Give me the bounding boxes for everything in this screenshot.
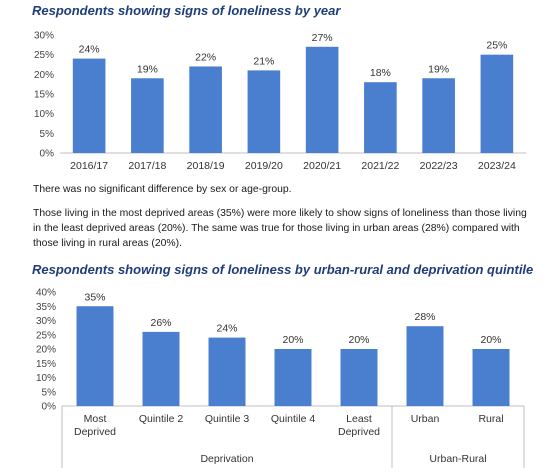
bar bbox=[480, 54, 514, 153]
y-tick-label: 25% bbox=[34, 50, 54, 61]
y-tick-label: 35% bbox=[36, 302, 56, 313]
category-label: 2020/21 bbox=[303, 160, 341, 172]
bar bbox=[422, 78, 455, 153]
y-tick-label: 10% bbox=[34, 109, 54, 120]
data-label: 19% bbox=[428, 63, 449, 75]
group-label: Urban-Rural bbox=[429, 453, 486, 465]
data-label: 26% bbox=[150, 317, 171, 329]
y-tick-label: 15% bbox=[34, 90, 54, 101]
bar bbox=[208, 337, 246, 406]
data-label: 20% bbox=[282, 334, 303, 346]
category-label: 2023/24 bbox=[478, 160, 516, 172]
category-label: Quintile 3 bbox=[205, 413, 250, 425]
data-label: 20% bbox=[480, 334, 501, 346]
bar bbox=[247, 70, 281, 153]
category-label: Urban bbox=[411, 413, 440, 425]
bar bbox=[406, 326, 444, 406]
category-label: 2018/19 bbox=[187, 160, 225, 172]
chart1-title: Respondents showing signs of loneliness … bbox=[32, 3, 341, 18]
y-tick-label: 5% bbox=[40, 129, 55, 140]
category-label: 2019/20 bbox=[245, 160, 283, 172]
y-tick-label: 40% bbox=[36, 288, 56, 299]
data-label: 19% bbox=[137, 63, 158, 75]
category-label: 2016/17 bbox=[70, 160, 108, 172]
chart2-title: Respondents showing signs of loneliness … bbox=[32, 262, 534, 277]
data-label: 35% bbox=[84, 291, 105, 303]
y-tick-label: 0% bbox=[42, 402, 57, 413]
category-label: Quintile 4 bbox=[271, 413, 316, 425]
data-label: 24% bbox=[79, 44, 100, 56]
y-tick-label: 0% bbox=[40, 149, 55, 160]
category-label: 2021/22 bbox=[361, 160, 399, 172]
category-label: Least bbox=[346, 413, 372, 425]
y-tick-label: 25% bbox=[36, 330, 56, 341]
category-label: Deprived bbox=[338, 426, 380, 438]
bar bbox=[72, 58, 106, 153]
bar bbox=[131, 78, 164, 153]
deprivation-urban-note: Those living in the most deprived areas … bbox=[33, 208, 527, 249]
bar bbox=[189, 66, 222, 153]
category-label: 2017/18 bbox=[128, 160, 166, 172]
group-label: Deprivation bbox=[200, 453, 253, 465]
category-label: 2022/23 bbox=[420, 160, 458, 172]
category-label: Rural bbox=[478, 413, 503, 425]
y-tick-label: 10% bbox=[36, 373, 56, 384]
category-label: Most bbox=[84, 413, 107, 425]
bar bbox=[305, 46, 339, 153]
y-tick-label: 30% bbox=[34, 31, 54, 42]
bar bbox=[472, 349, 510, 406]
data-label: 20% bbox=[348, 334, 369, 346]
data-label: 18% bbox=[370, 67, 391, 79]
data-label: 22% bbox=[195, 51, 216, 63]
category-label: Deprived bbox=[74, 426, 116, 438]
bar bbox=[340, 349, 378, 406]
y-tick-label: 20% bbox=[34, 70, 54, 81]
y-tick-label: 15% bbox=[36, 359, 56, 370]
bar bbox=[142, 331, 180, 406]
data-label: 24% bbox=[216, 323, 237, 335]
data-label: 21% bbox=[253, 55, 274, 67]
data-label: 28% bbox=[414, 311, 435, 323]
bar bbox=[364, 82, 397, 153]
y-tick-label: 5% bbox=[42, 387, 57, 398]
y-tick-label: 20% bbox=[36, 345, 56, 356]
yearly-loneliness-bar-chart: 0% 5% 10% 15% 20% 25% 30% 24% 2016/17 19% 2017/18 2… bbox=[34, 31, 526, 172]
bar bbox=[76, 306, 114, 406]
y-tick-label: 30% bbox=[36, 316, 56, 327]
sex-age-note: There was no significant difference by s… bbox=[33, 184, 292, 195]
bar bbox=[274, 349, 312, 406]
category-label: Quintile 2 bbox=[139, 413, 184, 425]
data-label: 27% bbox=[312, 32, 333, 44]
data-label: 25% bbox=[486, 40, 507, 52]
